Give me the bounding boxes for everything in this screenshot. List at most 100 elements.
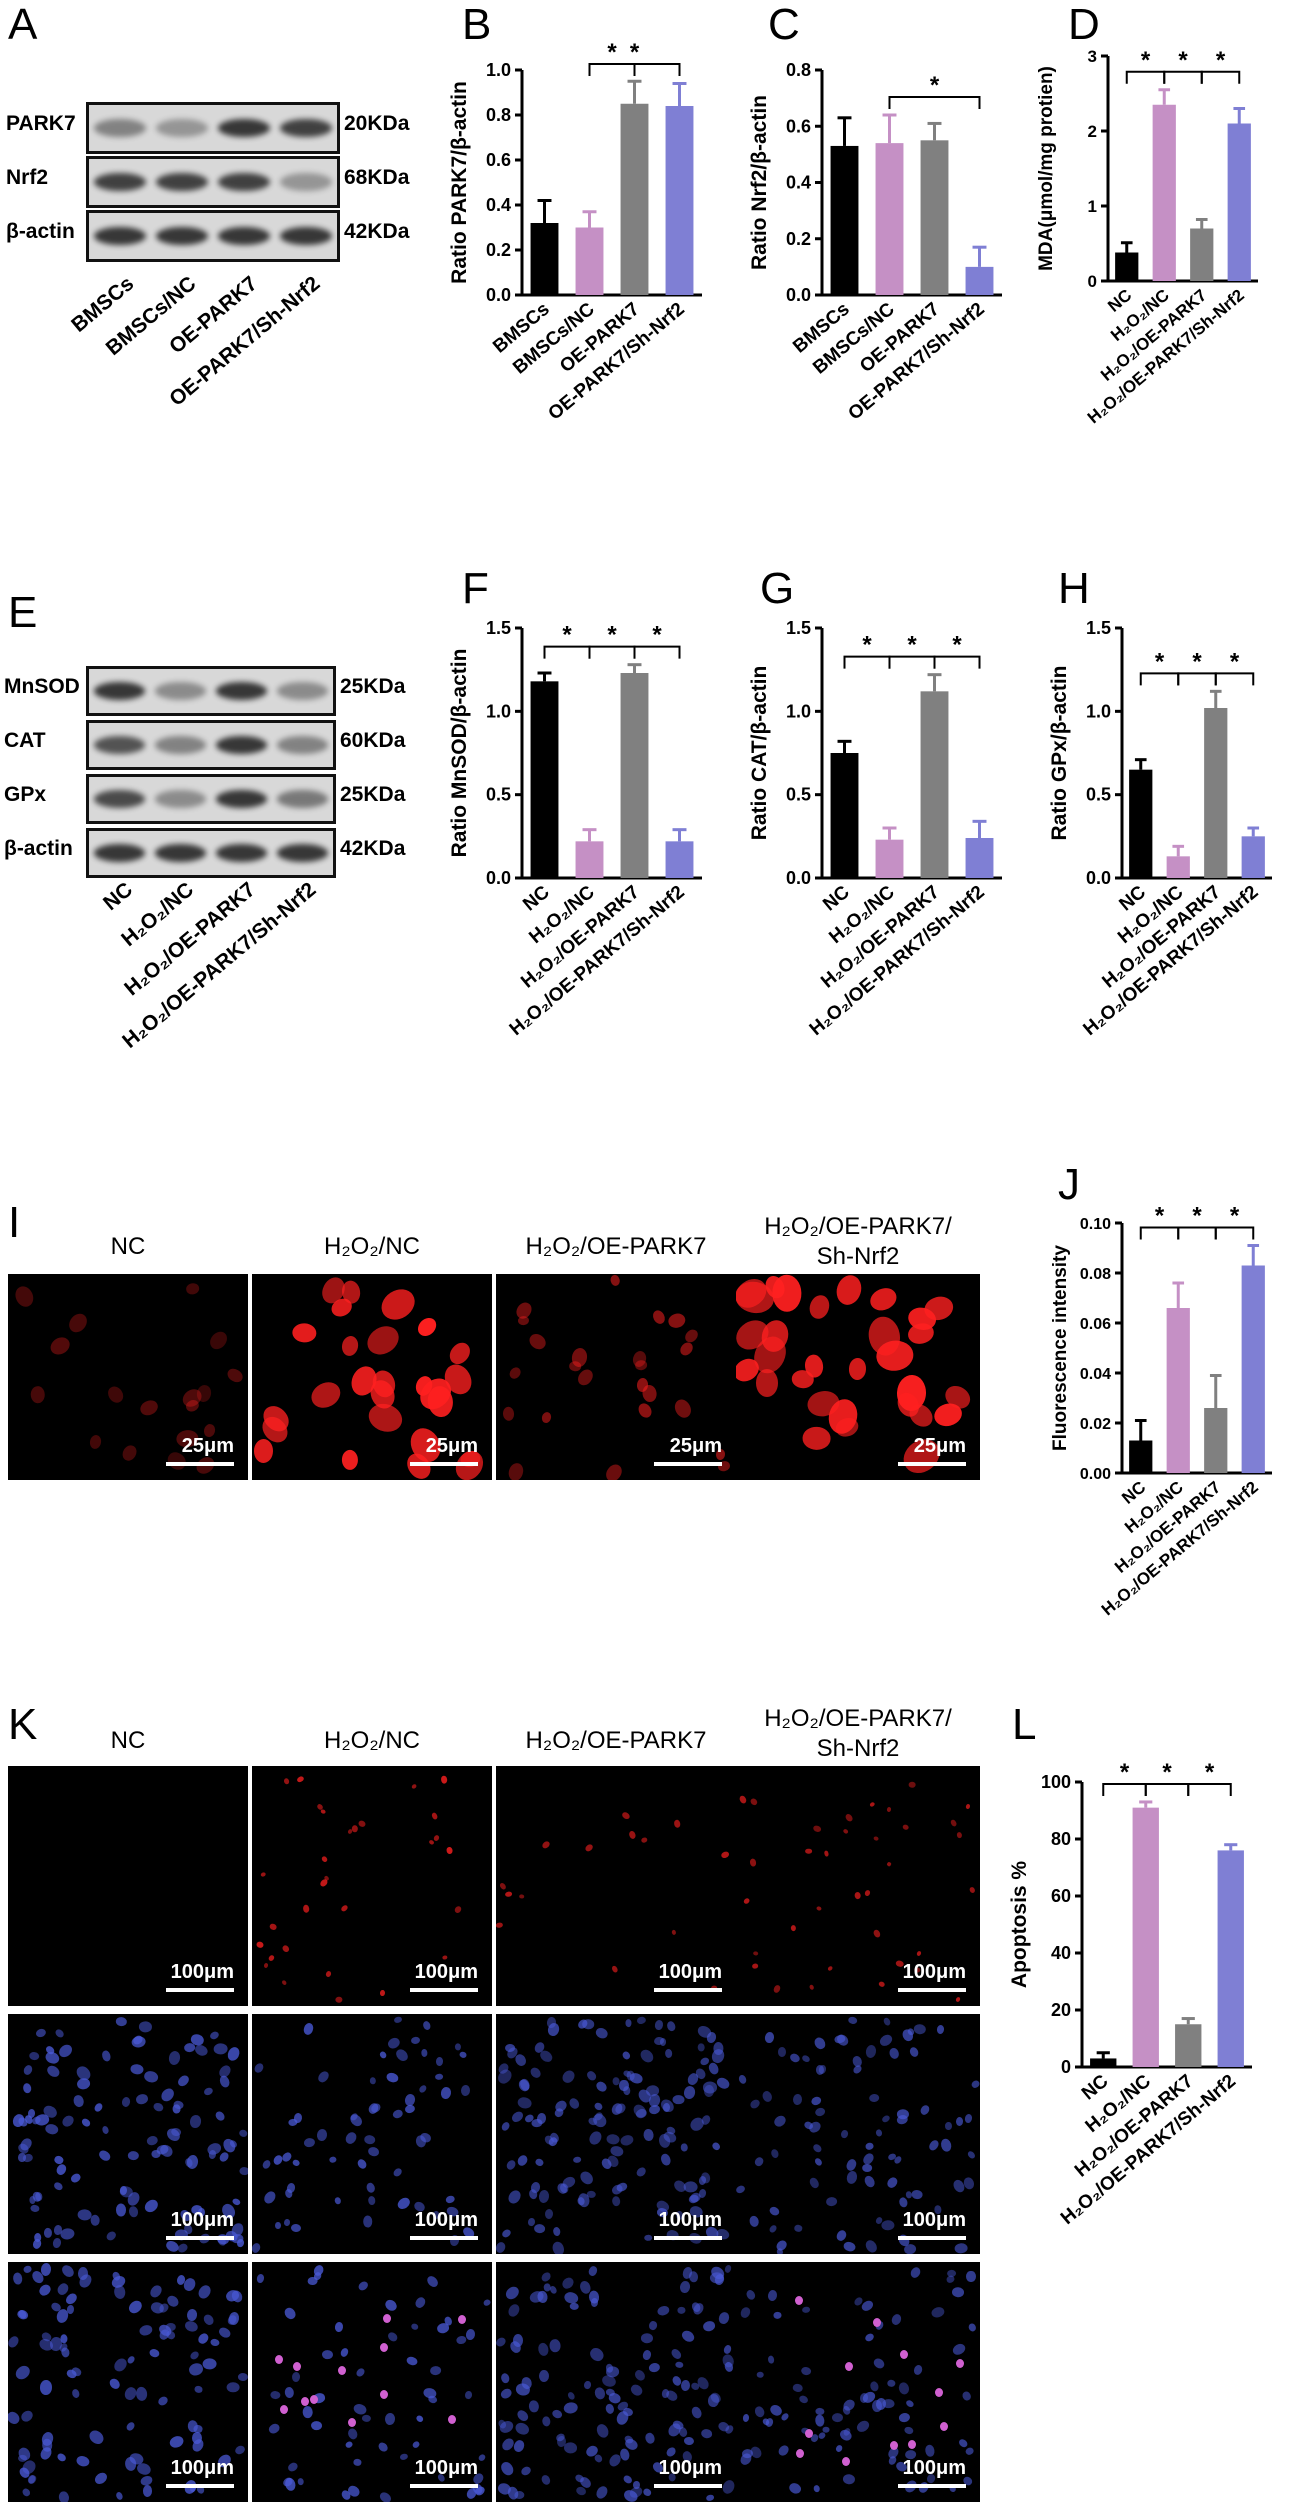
cell-nucleus <box>927 2138 941 2153</box>
significance-star: * <box>1230 648 1240 675</box>
cell-nucleus <box>707 2393 720 2409</box>
cell-nucleus <box>379 1989 386 1996</box>
bar <box>620 673 649 878</box>
cell-nucleus <box>627 1830 637 1841</box>
cell-nucleus <box>425 2274 440 2290</box>
cell-nucleus <box>270 2391 282 2401</box>
cell-nucleus <box>104 2229 118 2243</box>
blot-strip-1 <box>86 156 340 208</box>
cell-nucleus <box>736 2184 747 2195</box>
blot-lane-label: NC <box>99 878 138 916</box>
cell-nucleus <box>192 2043 210 2059</box>
bar <box>1166 856 1190 878</box>
cell-nucleus <box>643 2128 654 2142</box>
cell-nucleus <box>544 2209 554 2220</box>
bar <box>1132 1807 1159 2067</box>
significance-star: * <box>607 39 617 66</box>
y-tick-label: 1 <box>1088 197 1097 216</box>
cell-nucleus <box>501 2228 513 2239</box>
cell-nucleus <box>8 2333 22 2349</box>
cell-nucleus <box>572 2156 582 2164</box>
y-axis-label: MDA(μmol/mg protien) <box>1036 66 1057 271</box>
y-tick-label: 1.5 <box>786 618 811 638</box>
cell-nucleus <box>644 2432 656 2445</box>
cell-nucleus <box>855 2418 872 2435</box>
blot-band <box>215 682 268 700</box>
y-axis-label: Apoptosis % <box>1008 1861 1031 1988</box>
blot-band <box>215 844 268 862</box>
cell-nucleus <box>609 1274 621 1288</box>
cell-nucleus <box>74 2063 93 2083</box>
y-axis-label: Fluorescence intensity <box>1050 1245 1071 1451</box>
significance-star: * <box>1162 1759 1172 1786</box>
panel-letter-k: K <box>8 1700 38 1749</box>
cell-nucleus <box>898 2412 911 2424</box>
cell-nucleus <box>507 1461 526 1480</box>
cell-nucleus <box>641 2487 653 2497</box>
panel-letter-e: E <box>8 588 38 637</box>
cell-nucleus <box>255 1940 265 1949</box>
bar <box>1204 1408 1228 1473</box>
cell-nucleus <box>843 2241 857 2254</box>
cell-nucleus <box>861 2163 872 2172</box>
bar <box>665 841 694 878</box>
merged-nucleus <box>348 2417 357 2427</box>
cell-nucleus <box>753 2155 765 2168</box>
cell-nucleus <box>908 2265 922 2280</box>
cell-nucleus <box>635 1401 654 1421</box>
cell-nucleus <box>528 2399 540 2414</box>
cell-nucleus <box>431 1811 439 1821</box>
cell-nucleus <box>968 1886 976 1894</box>
merged-nucleus <box>447 2414 456 2424</box>
bar <box>1217 1850 1244 2067</box>
significance-bracket <box>633 645 681 659</box>
cell-nucleus <box>659 2153 673 2168</box>
cell-nucleus <box>811 2143 823 2155</box>
y-axis-label: Ratio CAT/β-actin <box>748 666 771 841</box>
cell-nucleus <box>816 1905 823 1911</box>
cell-nucleus <box>676 2306 686 2314</box>
cell-nucleus <box>923 2443 936 2458</box>
cell-nucleus <box>628 2382 644 2398</box>
cell-nucleus <box>903 2425 915 2436</box>
bar <box>1115 252 1139 281</box>
cell-nucleus <box>851 2064 864 2076</box>
cell-nucleus <box>886 2175 900 2189</box>
cell-nucleus <box>744 2288 757 2302</box>
merged-nucleus <box>301 2396 310 2406</box>
cell-nucleus <box>738 1794 748 1805</box>
cell-nucleus <box>499 2371 511 2384</box>
cell-nucleus <box>619 2133 635 2147</box>
cell-nucleus <box>506 2302 522 2319</box>
micrograph-k-2-0: 100μm <box>8 2262 248 2502</box>
cell-nucleus <box>143 2070 160 2084</box>
cell-nucleus <box>217 2325 233 2340</box>
cell-nucleus <box>755 2371 764 2379</box>
cell-nucleus <box>752 1963 759 1969</box>
bar <box>875 143 904 295</box>
cell-nucleus <box>864 1889 871 1897</box>
cell-nucleus <box>88 1433 103 1450</box>
cell-nucleus <box>192 2432 202 2445</box>
cell-nucleus <box>57 2041 76 2060</box>
cell-nucleus <box>769 2147 780 2159</box>
cell-nucleus <box>812 2035 828 2052</box>
blot-row-label: β-actin <box>6 220 75 243</box>
cell-nucleus <box>21 2063 34 2076</box>
cell-nucleus <box>252 2241 263 2254</box>
cell-nucleus <box>499 2459 516 2477</box>
cell-nucleus <box>428 1839 435 1846</box>
blot-band <box>93 226 147 246</box>
merged-nucleus <box>293 2362 302 2372</box>
cell-nucleus <box>887 2379 897 2388</box>
cell-nucleus <box>767 2288 779 2302</box>
significance-star: * <box>1216 47 1226 74</box>
cell-nucleus <box>919 2103 931 2116</box>
cell-nucleus <box>647 2320 658 2332</box>
scale-bar-label: 100μm <box>414 2457 478 2479</box>
cell-nucleus <box>454 2042 461 2051</box>
cell-nucleus <box>441 1954 448 1960</box>
cell-nucleus <box>806 1292 833 1322</box>
